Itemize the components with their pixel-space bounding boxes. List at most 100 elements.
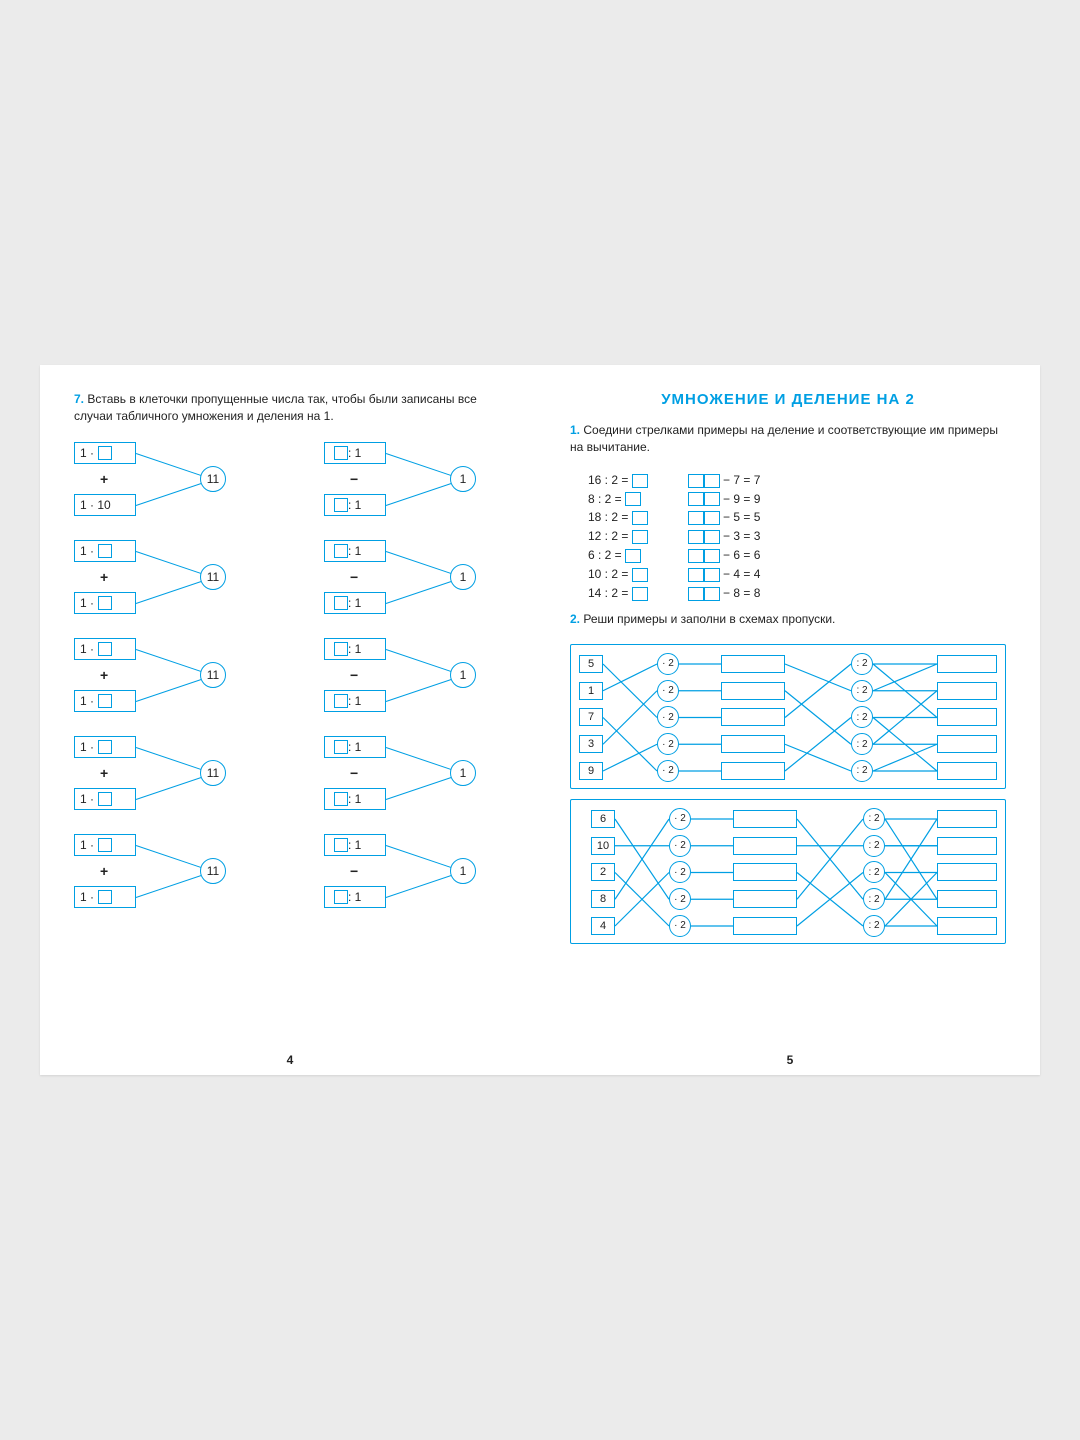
blank-box[interactable] [937, 917, 997, 935]
blank-cell[interactable] [334, 740, 348, 754]
result-circle: 1 [450, 662, 476, 688]
blank-box[interactable] [937, 837, 997, 855]
blank-box[interactable] [733, 890, 797, 908]
op-circle: · 2 [657, 653, 679, 675]
blank-box[interactable] [937, 708, 997, 726]
blank-cell[interactable] [334, 838, 348, 852]
blank-box[interactable] [937, 890, 997, 908]
blank-cell[interactable] [98, 792, 112, 806]
blank-cell[interactable] [688, 474, 704, 488]
blank-box[interactable] [733, 917, 797, 935]
blank-cell[interactable] [632, 511, 648, 525]
blank-cell[interactable] [98, 890, 112, 904]
result-circle: 11 [200, 760, 226, 786]
blank-cell[interactable] [98, 596, 112, 610]
blank-box[interactable] [721, 735, 785, 753]
blank-cell[interactable] [704, 549, 720, 563]
subtraction-item: − 6 = 6 [688, 548, 761, 563]
expression-box: 1 · [74, 592, 136, 614]
blank-cell[interactable] [704, 474, 720, 488]
blank-cell[interactable] [334, 642, 348, 656]
blank-cell[interactable] [688, 549, 704, 563]
blank-cell[interactable] [98, 544, 112, 558]
blank-cell[interactable] [625, 549, 641, 563]
blank-box[interactable] [937, 762, 997, 780]
expression-box: 1 · [74, 736, 136, 758]
blank-cell[interactable] [334, 792, 348, 806]
blank-cell[interactable] [688, 492, 704, 506]
blank-cell[interactable] [688, 511, 704, 525]
blank-box[interactable] [733, 863, 797, 881]
result-circle: 1 [450, 466, 476, 492]
op-circle: : 2 [863, 835, 885, 857]
blank-box[interactable] [937, 682, 997, 700]
page-number-right: 5 [540, 1053, 1040, 1067]
blank-cell[interactable] [625, 492, 641, 506]
operator: − [350, 863, 358, 879]
blank-cell[interactable] [688, 568, 704, 582]
blank-box[interactable] [733, 837, 797, 855]
equation-group: : 1 : 1−1 [324, 736, 504, 810]
expression-box: 1 · [74, 886, 136, 908]
division-item: 12 : 2 = [588, 529, 648, 544]
subtraction-item: − 3 = 3 [688, 529, 761, 544]
blank-cell[interactable] [98, 642, 112, 656]
blank-box[interactable] [721, 708, 785, 726]
subtraction-item: − 4 = 4 [688, 567, 761, 582]
blank-cell[interactable] [688, 587, 704, 601]
blank-cell[interactable] [98, 694, 112, 708]
blank-cell[interactable] [704, 568, 720, 582]
equation-group: 1 · 1 · +11 [74, 834, 254, 908]
op-circle: · 2 [657, 680, 679, 702]
expression-box: : 1 [324, 736, 386, 758]
blank-cell[interactable] [334, 694, 348, 708]
operator: − [350, 569, 358, 585]
blank-box[interactable] [721, 762, 785, 780]
blank-cell[interactable] [704, 530, 720, 544]
result-circle: 11 [200, 858, 226, 884]
blank-cell[interactable] [632, 474, 648, 488]
division-item: 8 : 2 = [588, 492, 648, 507]
blank-cell[interactable] [704, 492, 720, 506]
blank-cell[interactable] [688, 530, 704, 544]
division-item: 16 : 2 = [588, 473, 648, 488]
result-circle: 11 [200, 466, 226, 492]
blank-cell[interactable] [334, 544, 348, 558]
blank-cell[interactable] [98, 838, 112, 852]
expression-box: 1 · [74, 540, 136, 562]
expression-box: 1 · [74, 834, 136, 856]
scheme-1: 5· 2: 21· 2: 27· 2: 23· 2: 29· 2: 2 [570, 644, 1006, 789]
op-circle: · 2 [657, 760, 679, 782]
blank-box[interactable] [721, 682, 785, 700]
division-item: 14 : 2 = [588, 586, 648, 601]
expression-box: : 1 [324, 592, 386, 614]
blank-cell[interactable] [334, 446, 348, 460]
blank-cell[interactable] [334, 498, 348, 512]
blank-box[interactable] [937, 810, 997, 828]
blank-cell[interactable] [98, 740, 112, 754]
blank-box[interactable] [937, 655, 997, 673]
blank-cell[interactable] [334, 890, 348, 904]
blank-cell[interactable] [632, 587, 648, 601]
blank-cell[interactable] [98, 446, 112, 460]
blank-box[interactable] [937, 863, 997, 881]
expression-box: : 1 [324, 494, 386, 516]
expression-box: 1 · 10 [74, 494, 136, 516]
expression-box: : 1 [324, 690, 386, 712]
blank-box[interactable] [937, 735, 997, 753]
blank-cell[interactable] [704, 587, 720, 601]
result-circle: 1 [450, 564, 476, 590]
blank-cell[interactable] [334, 596, 348, 610]
input-box: 2 [591, 863, 615, 881]
blank-cell[interactable] [704, 511, 720, 525]
task-number: 2. [570, 612, 580, 626]
operator: + [100, 863, 108, 879]
equation-group: 1 · 1 · 10+11 [74, 442, 254, 516]
blank-box[interactable] [733, 810, 797, 828]
expression-box: 1 · [74, 690, 136, 712]
blank-cell[interactable] [632, 568, 648, 582]
op-circle: : 2 [851, 653, 873, 675]
operator: + [100, 765, 108, 781]
blank-box[interactable] [721, 655, 785, 673]
blank-cell[interactable] [632, 530, 648, 544]
